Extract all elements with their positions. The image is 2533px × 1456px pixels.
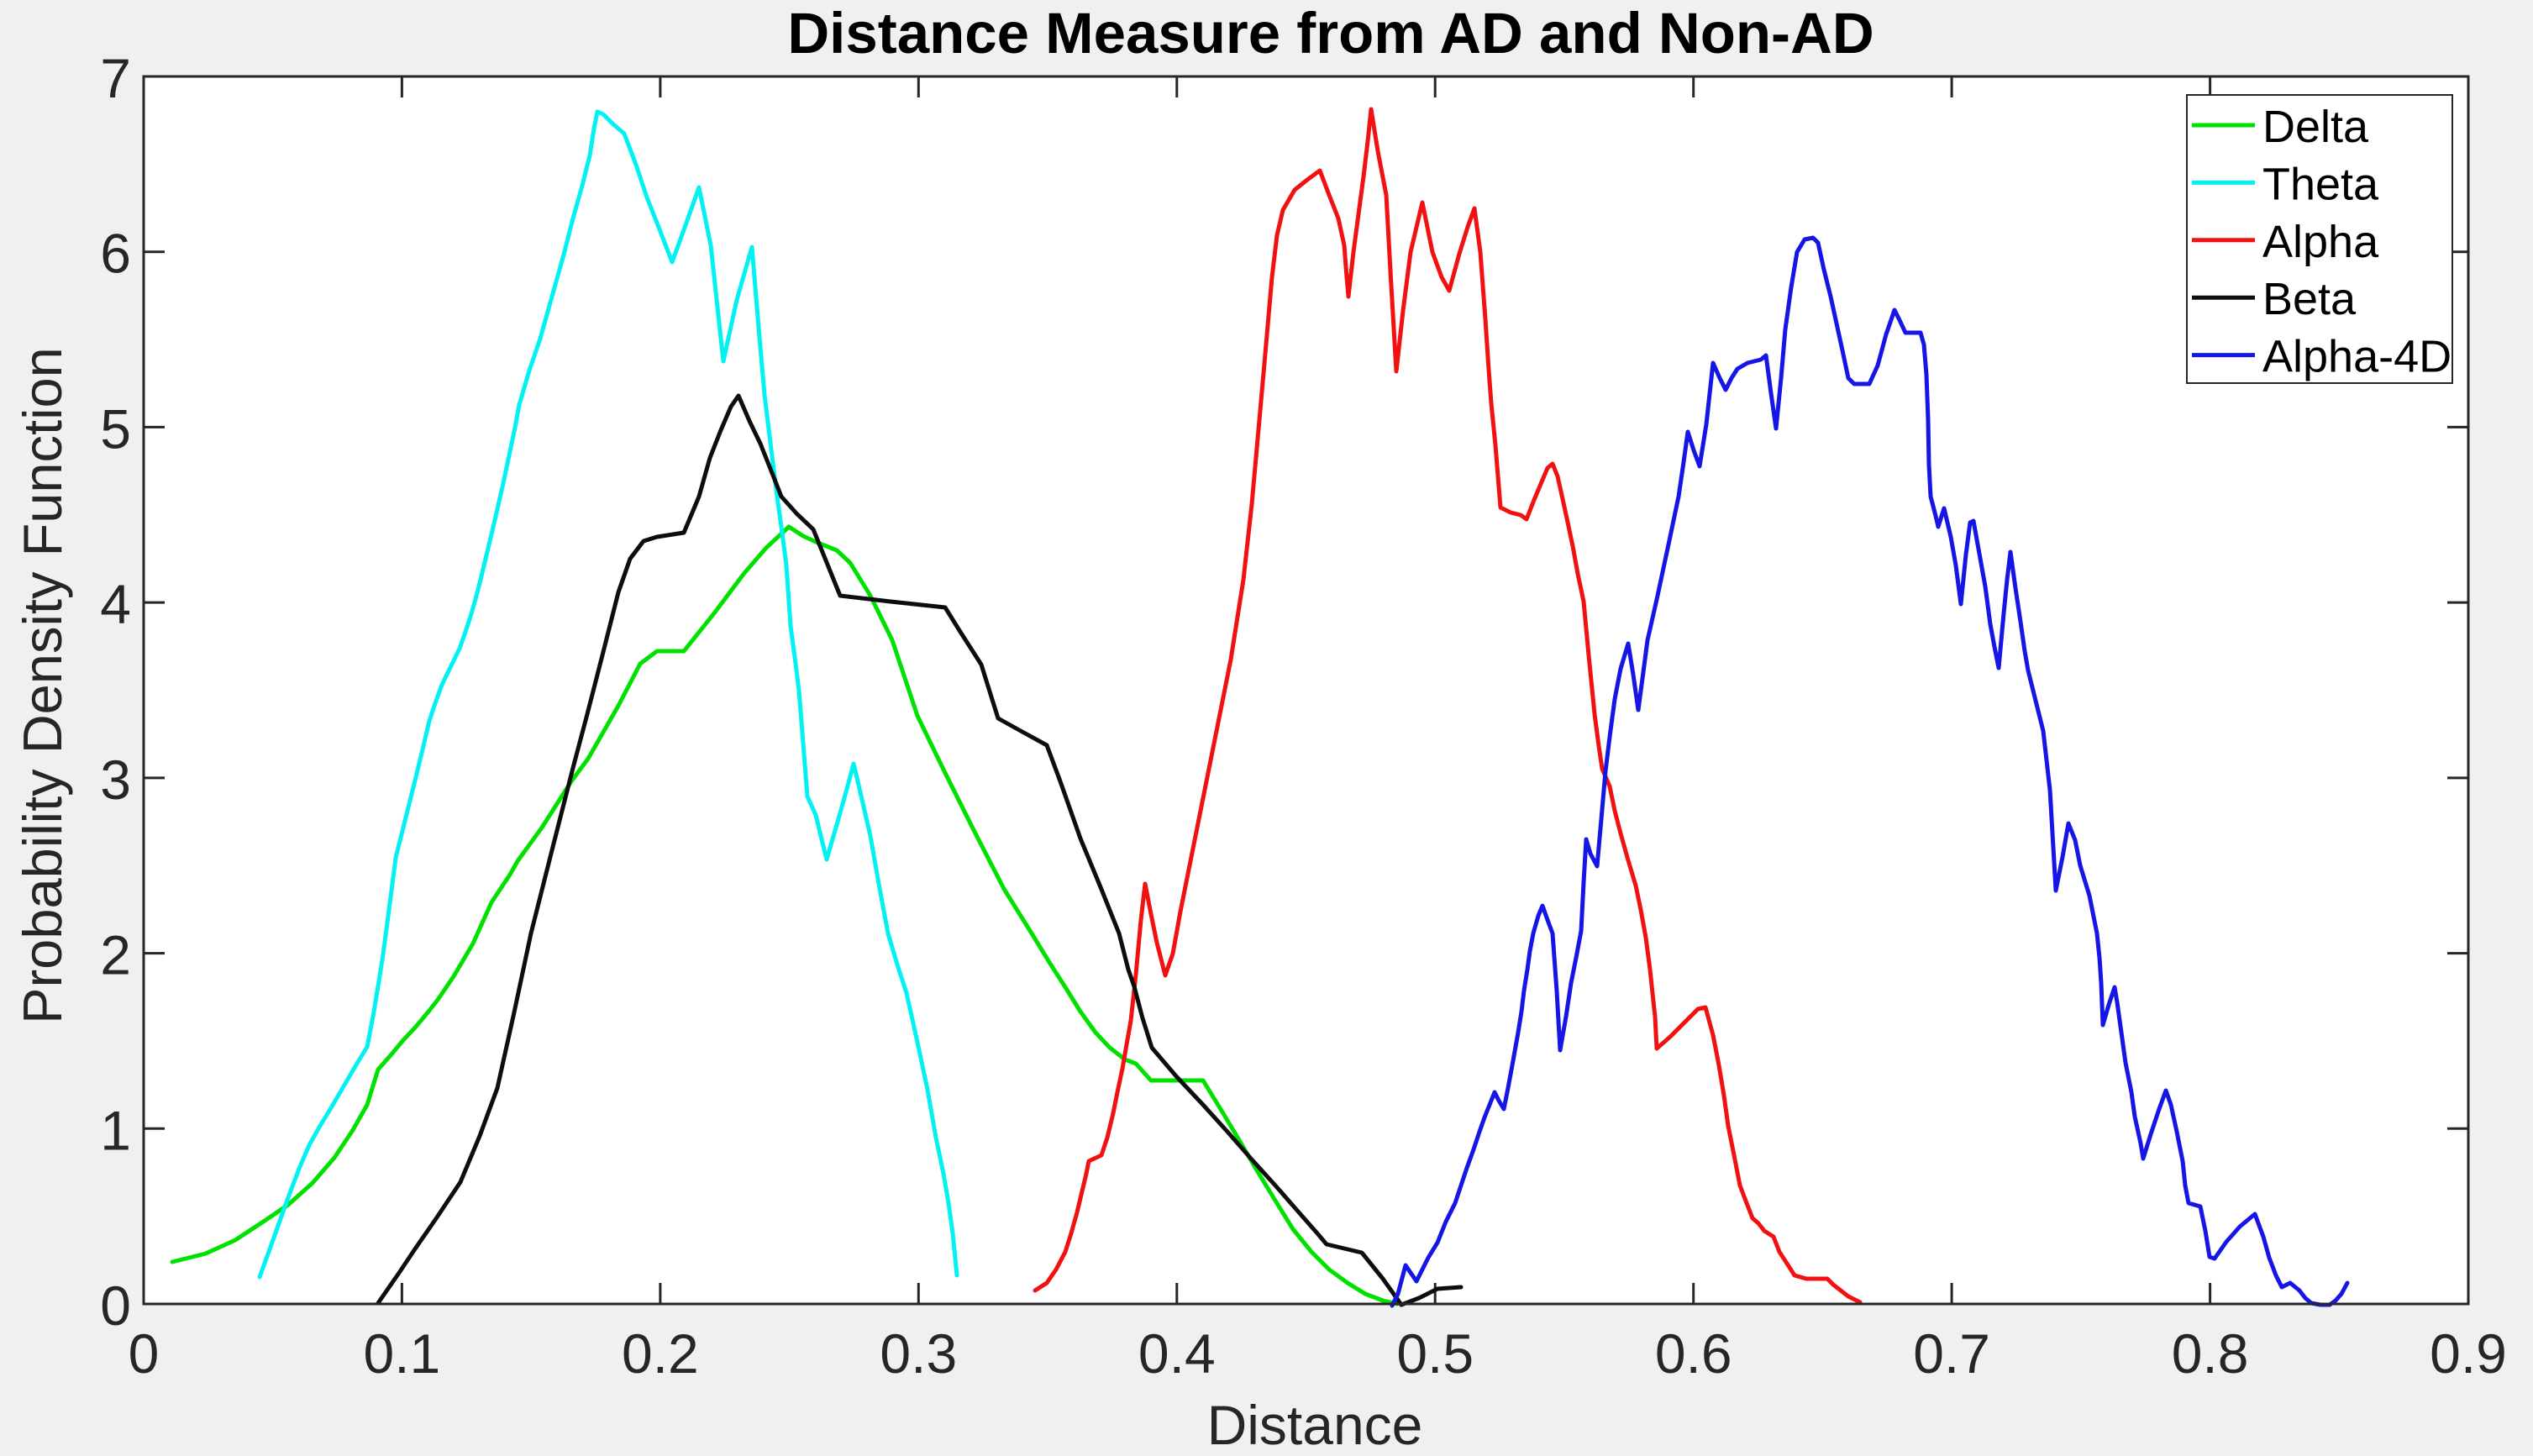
svg-text:7: 7 [100,47,131,109]
svg-text:4: 4 [100,573,131,635]
svg-text:1: 1 [100,1099,131,1161]
svg-text:0.8: 0.8 [2172,1322,2249,1385]
svg-text:Delta: Delta [2262,102,2369,152]
svg-text:0.7: 0.7 [1913,1322,1990,1385]
svg-text:6: 6 [100,223,131,285]
svg-text:0.3: 0.3 [880,1322,957,1385]
svg-text:0.2: 0.2 [622,1322,699,1385]
svg-text:Alpha: Alpha [2262,217,2379,267]
svg-text:0.6: 0.6 [1655,1322,1732,1385]
svg-text:0.4: 0.4 [1138,1322,1216,1385]
svg-text:Theta: Theta [2262,159,2379,209]
svg-text:Distance Measure from AD and N: Distance Measure from AD and Non-AD [787,1,1873,66]
svg-text:0: 0 [129,1322,160,1385]
svg-text:5: 5 [100,397,131,460]
svg-text:2: 2 [100,924,131,986]
svg-text:3: 3 [100,749,131,811]
svg-text:Distance: Distance [1207,1394,1423,1452]
svg-text:0.1: 0.1 [364,1322,441,1385]
svg-text:Beta: Beta [2262,274,2357,324]
svg-text:0: 0 [100,1275,131,1337]
svg-text:Alpha-4D: Alpha-4D [2262,332,2452,382]
svg-text:Probability Density Function: Probability Density Function [12,347,73,1024]
svg-text:0.5: 0.5 [1396,1322,1474,1385]
svg-text:0.9: 0.9 [2430,1322,2507,1385]
